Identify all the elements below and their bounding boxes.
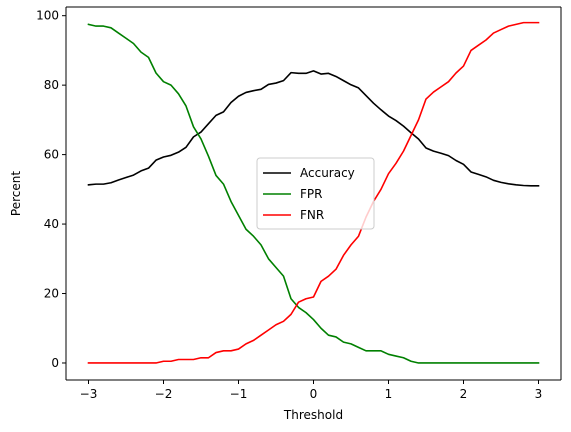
tick-marks: −3 −2 −1 0 1 2 3 0 20 40 60 80 100 — [36, 9, 542, 401]
y-axis-label: Percent — [9, 171, 23, 216]
x-tick-label: −3 — [80, 387, 98, 401]
x-axis-label: Threshold — [283, 408, 343, 422]
y-tick-label: 100 — [36, 9, 59, 23]
series-line-accuracy — [87, 70, 540, 187]
y-tick-label: 20 — [44, 287, 59, 301]
legend: Accuracy FPR FNR — [256, 157, 375, 230]
x-tick-label: 3 — [535, 387, 543, 401]
legend-label-accuracy: Accuracy — [300, 166, 355, 180]
legend-label-fnr: FNR — [300, 208, 324, 222]
plot-area — [87, 21, 540, 364]
y-tick-label: 0 — [51, 356, 59, 370]
y-tick-label: 40 — [44, 217, 59, 231]
series-line-fpr — [87, 23, 540, 364]
legend-label-fpr: FPR — [300, 187, 322, 201]
axis-labels: Threshold Percent — [9, 171, 343, 422]
x-tick-label: −2 — [155, 387, 173, 401]
series-line-fnr — [87, 21, 540, 364]
legend-box — [256, 157, 375, 230]
x-tick-label: 1 — [385, 387, 393, 401]
y-tick-label: 60 — [44, 148, 59, 162]
y-tick-label: 80 — [44, 78, 59, 92]
x-tick-label: −1 — [230, 387, 248, 401]
x-tick-label: 2 — [460, 387, 468, 401]
x-tick-label: 0 — [310, 387, 318, 401]
